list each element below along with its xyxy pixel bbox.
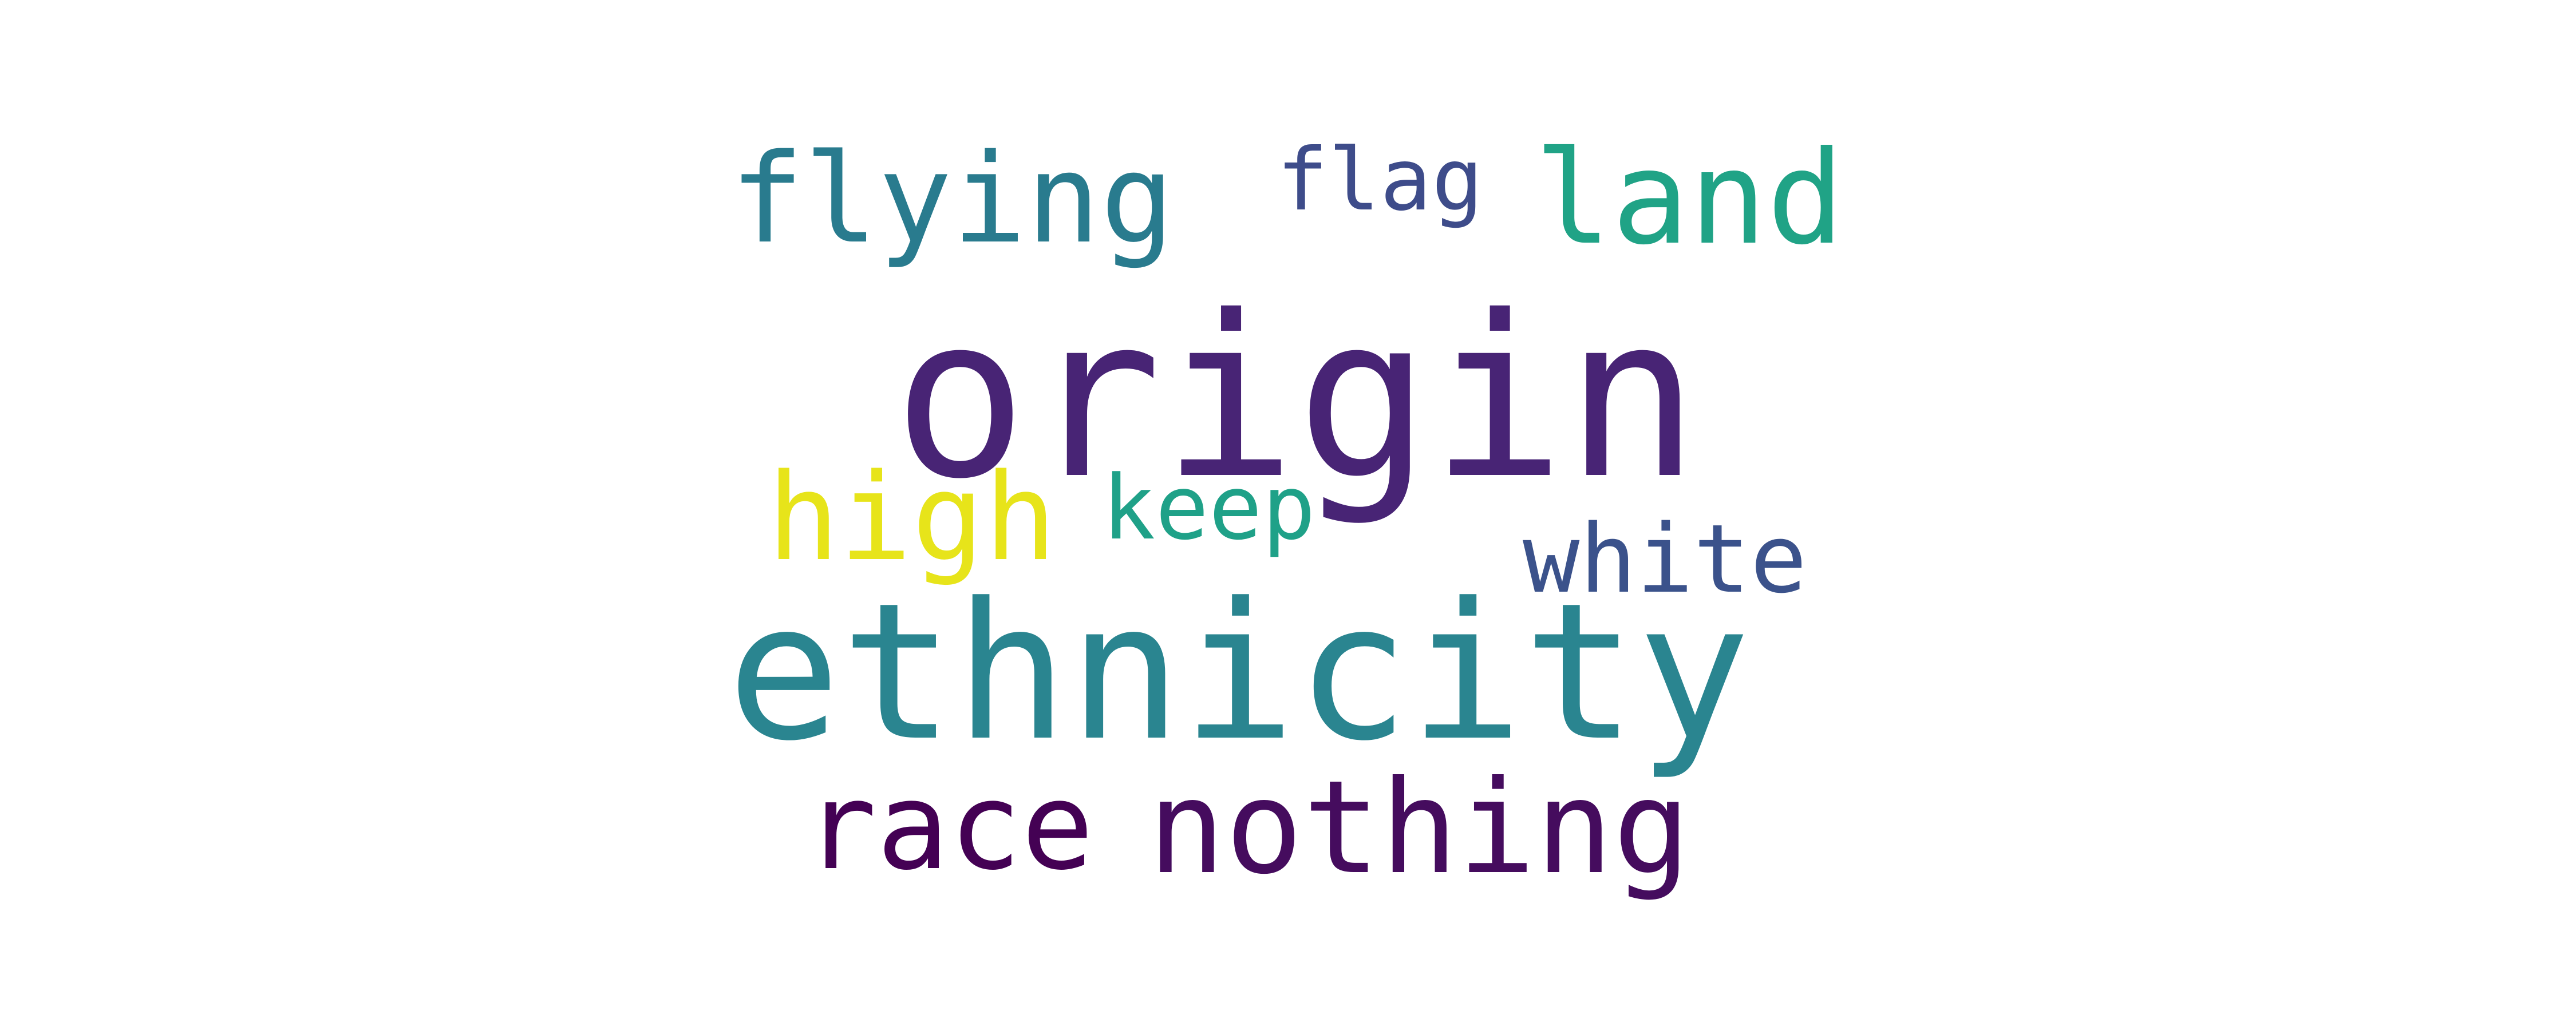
word-flag: flag bbox=[1277, 130, 1484, 230]
word-race: race bbox=[804, 756, 1094, 897]
word-keep: keep bbox=[1102, 456, 1316, 560]
word-white: white bbox=[1523, 504, 1807, 614]
word-origin: origin bbox=[893, 268, 1700, 528]
word-nothing: nothing bbox=[1148, 753, 1691, 903]
word-flying: flying bbox=[730, 127, 1175, 271]
word-ethnicity: ethnicity bbox=[727, 562, 1751, 782]
word-land: land bbox=[1534, 124, 1844, 274]
word-high: high bbox=[767, 447, 1057, 588]
